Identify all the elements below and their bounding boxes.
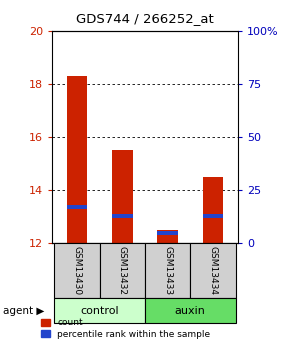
- Bar: [190, 243, 235, 298]
- Text: GDS744 / 266252_at: GDS744 / 266252_at: [76, 12, 214, 25]
- Bar: [203, 214, 223, 218]
- Bar: [145, 298, 235, 323]
- Bar: [203, 177, 223, 243]
- Bar: [112, 150, 133, 243]
- Bar: [112, 214, 133, 218]
- Bar: [100, 243, 145, 298]
- Bar: [145, 243, 190, 298]
- Bar: [67, 205, 87, 209]
- Bar: [55, 298, 145, 323]
- Bar: [157, 230, 178, 243]
- Bar: [67, 76, 87, 243]
- Text: GSM13430: GSM13430: [72, 246, 81, 295]
- Text: agent ▶: agent ▶: [3, 306, 44, 315]
- Legend: count, percentile rank within the sample: count, percentile rank within the sample: [39, 317, 212, 341]
- Text: GSM13433: GSM13433: [163, 246, 172, 295]
- Text: GSM13432: GSM13432: [118, 246, 127, 295]
- Bar: [55, 243, 100, 298]
- Text: GSM13434: GSM13434: [209, 246, 218, 295]
- Text: auxin: auxin: [175, 306, 206, 315]
- Bar: [157, 231, 178, 235]
- Text: control: control: [80, 306, 119, 315]
